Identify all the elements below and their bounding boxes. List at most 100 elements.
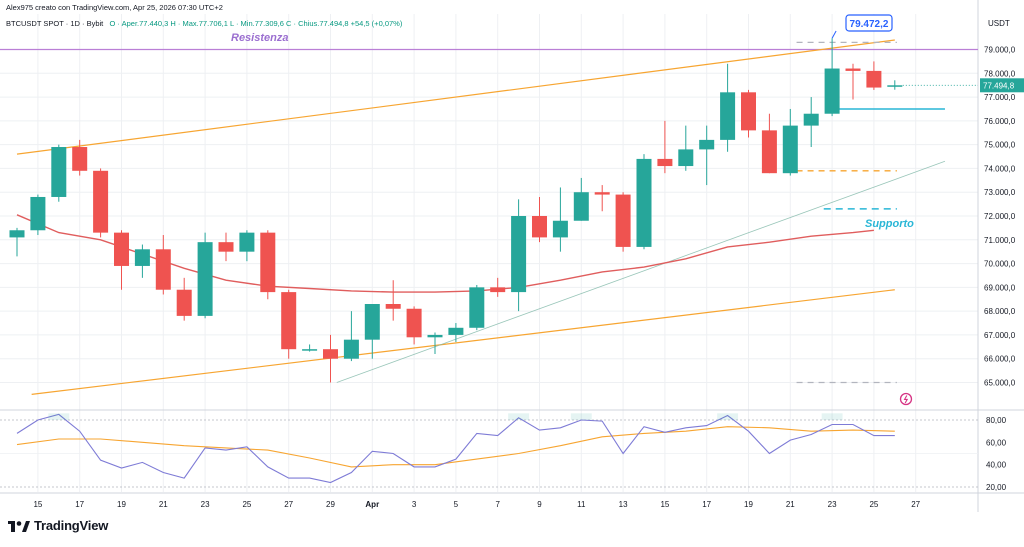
resistance-label: Resistenza (231, 32, 288, 44)
candle-body (552, 220, 568, 238)
candle (155, 235, 171, 295)
candle-body (114, 232, 129, 266)
x-tick-label: 17 (75, 500, 84, 509)
osc-y-tick-label: 60,00 (986, 438, 1007, 447)
y-tick-label: 75.000,0 (984, 141, 1016, 150)
candle (239, 230, 255, 262)
y-tick-label: 69.000,0 (984, 283, 1016, 292)
osc-overbought-fill (508, 413, 530, 420)
symbol-name: BTCUSDT SPOT · 1D · Bybit (6, 19, 104, 28)
candle (615, 192, 631, 252)
x-tick-label: 29 (326, 500, 335, 509)
candle-body (176, 289, 192, 316)
osc-y-tick-label: 40,00 (986, 461, 1007, 470)
candle (490, 277, 506, 297)
candle (302, 344, 318, 352)
lower-trendline (31, 289, 895, 395)
alert-icon-bolt (903, 395, 909, 404)
candle (678, 125, 694, 171)
x-tick-label: 21 (159, 500, 168, 509)
x-tick-label: 13 (619, 500, 628, 509)
thin-trendline (336, 160, 946, 383)
candle-body (657, 158, 673, 167)
candle (803, 97, 819, 148)
candle (699, 125, 715, 186)
x-tick-label: 3 (412, 500, 417, 509)
osc-y-tick-label: 20,00 (986, 483, 1007, 492)
candle (134, 244, 150, 278)
candle-body (385, 303, 401, 309)
x-tick-label: 19 (744, 500, 753, 509)
candle-body (302, 349, 318, 351)
candle-body (720, 92, 736, 140)
candle-body (218, 242, 234, 252)
osc-y-tick-label: 80,00 (986, 416, 1007, 425)
candle-body (594, 192, 610, 195)
candle (594, 185, 610, 212)
y-tick-label: 70.000,0 (984, 260, 1016, 269)
candle-body (323, 349, 338, 359)
candle-body (134, 249, 150, 266)
candle-body (532, 215, 547, 238)
candle-body (824, 68, 840, 114)
candle (260, 230, 276, 300)
candle-body (615, 194, 631, 247)
y-tick-label: 73.000,0 (984, 188, 1016, 197)
candle (511, 199, 527, 312)
upper-trendline (16, 39, 895, 155)
candle (824, 38, 840, 117)
candle-body (364, 303, 380, 340)
candle-body (699, 139, 715, 150)
y-tick-label: 68.000,0 (984, 307, 1016, 316)
osc-overbought-fill (821, 413, 843, 420)
candle (866, 61, 882, 90)
candle (636, 154, 652, 250)
y-tick-label: 74.000,0 (984, 164, 1016, 173)
candle-body (406, 308, 422, 338)
candle-body (93, 170, 109, 233)
candle (782, 108, 798, 176)
x-tick-label: 21 (786, 500, 795, 509)
last-price-label: 77.494,8 (983, 81, 1015, 90)
tradingview-logo[interactable]: TradingView (8, 518, 108, 533)
candle (761, 113, 777, 174)
candle (281, 289, 297, 359)
candle-body (197, 242, 213, 316)
candles-group (9, 38, 903, 383)
ohlc-values: O · Aper.77.440,3 H · Max.77.706,1 L · M… (109, 19, 403, 28)
candle-body (511, 215, 527, 293)
candle-body (51, 147, 67, 197)
candle-body (803, 113, 819, 126)
y-tick-label: 79.000,0 (984, 46, 1016, 55)
support-label: Supporto (865, 218, 914, 230)
osc-signal-line (16, 426, 895, 468)
candle (218, 232, 234, 262)
candle (532, 196, 547, 243)
high-callout-pointer (831, 30, 837, 39)
x-tick-label: 11 (577, 500, 586, 509)
candle (552, 187, 568, 252)
y-tick-label: 72.000,0 (984, 212, 1016, 221)
tradingview-logo-icon (8, 519, 30, 533)
alert-icon (899, 392, 913, 406)
candle-body (427, 334, 443, 338)
symbol-legend: BTCUSDT SPOT · 1D · Bybit O · Aper.77.44… (6, 19, 402, 28)
x-tick-label: 15 (33, 500, 42, 509)
osc-overbought-fill (48, 413, 70, 420)
candle (93, 168, 109, 238)
candle-body (490, 287, 506, 293)
candle (657, 120, 673, 174)
candle (427, 332, 443, 354)
candle (406, 306, 422, 345)
y-tick-label: 77.000,0 (984, 93, 1016, 102)
candle-body (636, 158, 652, 247)
y-tick-label: 66.000,0 (984, 355, 1016, 364)
x-tick-label: 27 (911, 500, 920, 509)
x-tick-label: 27 (284, 500, 293, 509)
candle-body (678, 149, 694, 167)
candle-body (9, 230, 25, 238)
tradingview-logo-text: TradingView (34, 518, 109, 533)
candle (9, 227, 25, 257)
